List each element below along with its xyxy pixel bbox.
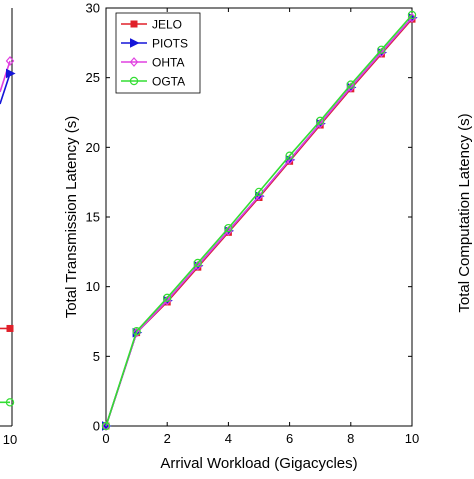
data-point-ogta	[407, 10, 417, 20]
legend-marker	[130, 38, 140, 48]
data-point-ogta	[285, 151, 294, 160]
legend-label: JELO	[152, 18, 182, 32]
left-partial-chart: 10	[0, 8, 17, 447]
legend-item-jelo: JELO	[121, 18, 182, 32]
x-tick-label: 10	[405, 431, 419, 446]
data-point-ogta	[316, 116, 325, 126]
x-tick-label: 6	[286, 431, 293, 446]
left-x-tick-label: 10	[3, 432, 17, 447]
main-chart: 0 2 4 6 8 10 0 5 10 15 20 25 30 Arrival Workload (G…	[63, 1, 419, 473]
data-point-ogta	[132, 327, 141, 336]
y-tick-label: 15	[86, 210, 100, 225]
left-data-point-jelo	[6, 324, 14, 332]
left-series-line-piots	[0, 73, 11, 105]
x-axis-ticks: 0 2 4 6 8 10	[102, 8, 419, 446]
x-tick-label: 2	[164, 431, 171, 446]
left-data-point-piots	[6, 68, 16, 79]
data-point-ogta	[346, 80, 355, 89]
legend-label: OGTA	[152, 75, 185, 89]
y-tick-label: 5	[93, 349, 100, 364]
data-point-ogta	[193, 258, 202, 268]
legend-marker	[129, 57, 139, 67]
legend-item-piots: PIOTS	[121, 37, 188, 51]
data-point-ogta	[101, 421, 111, 431]
left-data-point-ogta	[5, 398, 15, 407]
x-tick-label: 0	[102, 431, 109, 446]
series-line-ogta	[105, 14, 413, 427]
y-tick-label: 0	[93, 419, 100, 434]
data-point-ogta	[377, 45, 386, 55]
x-tick-label: 4	[225, 431, 232, 446]
y-tick-label: 25	[86, 70, 100, 85]
legend-marker	[130, 20, 138, 28]
y-axis-title: Total Transmission Latency (s)	[63, 116, 80, 319]
left-data-point-ohta	[5, 56, 15, 66]
y-tick-label: 20	[86, 140, 100, 155]
right-partial-chart: Total Computation Latency (s)	[456, 113, 473, 312]
data-point-ogta	[162, 293, 172, 303]
legend-item-ohta: OHTA	[121, 56, 184, 70]
series-ogta	[101, 10, 417, 431]
x-axis-title: Arrival Workload (Gigacycles)	[160, 455, 357, 472]
y-axis-ticks: 0 5 10 15 20 25 30	[86, 1, 412, 434]
legend-marker	[129, 76, 139, 86]
legend-label: OHTA	[152, 56, 184, 70]
legend-box	[115, 12, 201, 94]
y-tick-label: 30	[86, 1, 100, 16]
series-layer	[101, 10, 418, 431]
y-tick-label: 10	[86, 279, 100, 294]
legend-label: PIOTS	[152, 37, 188, 51]
data-point-ogta	[254, 187, 264, 197]
x-tick-label: 8	[347, 431, 354, 446]
right-y-axis-title: Total Computation Latency (s)	[456, 113, 473, 312]
left-series-line-ohta	[0, 60, 11, 93]
data-point-ohta	[132, 327, 141, 338]
data-point-ohta	[346, 82, 356, 93]
data-point-ogta	[224, 223, 233, 233]
legend-item-ogta: OGTA	[121, 75, 185, 89]
legend: JELO PIOTS OHTA OGTA	[115, 12, 201, 94]
